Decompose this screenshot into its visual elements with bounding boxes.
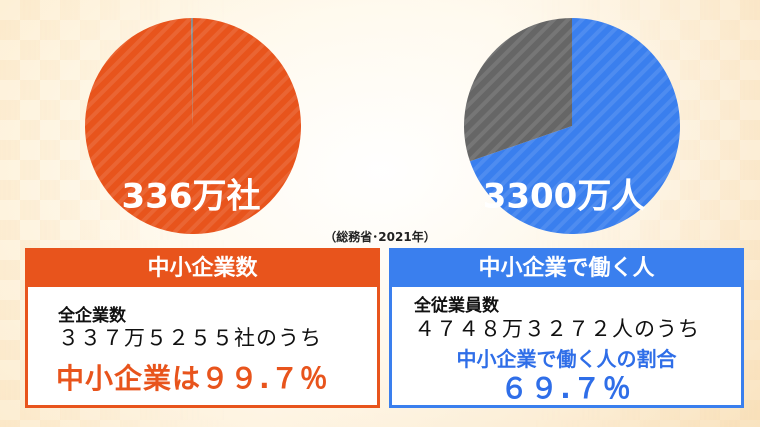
companies-panel-header: 中小企業数	[28, 251, 377, 287]
pie-center-label: 336万社	[122, 177, 261, 217]
pie-slice-hatch-1-0	[469, 18, 680, 235]
total-employees-value: ４７４８万３２７２人のうち	[414, 317, 700, 341]
sme-share-text: 中小企業は９９.７％	[56, 362, 329, 395]
total-companies-label: 全企業数	[58, 306, 126, 326]
employees-pie-chart: 3300万人	[464, 18, 680, 235]
employees-panel-header: 中小企業で働く人	[392, 251, 741, 287]
pie-slice-hatch-0-0	[85, 17, 302, 234]
sme-workers-label: 中小企業で働く人の割合	[456, 347, 677, 371]
source-note: （総務省･2021年）	[324, 230, 436, 244]
employees-panel: 中小企業で働く人 全従業員数 ４７４８万３２７２人のうち 中小企業で働く人の割合…	[389, 248, 744, 408]
sme-workers-share: ６９.７％	[500, 372, 633, 405]
companies-panel: 中小企業数 全企業数 ３３７万５２５５社のうち 中小企業は９９.７％	[25, 248, 380, 408]
total-employees-label: 全従業員数	[414, 296, 499, 316]
companies-pie-chart: 336万社	[85, 17, 302, 234]
total-companies-value: ３３７万５２５５社のうち	[58, 326, 322, 350]
pie-slice-hatch-1-1	[464, 18, 572, 162]
pie-slice-hatch-0-1	[190, 18, 193, 126]
pie-center-label: 3300万人	[483, 177, 646, 217]
